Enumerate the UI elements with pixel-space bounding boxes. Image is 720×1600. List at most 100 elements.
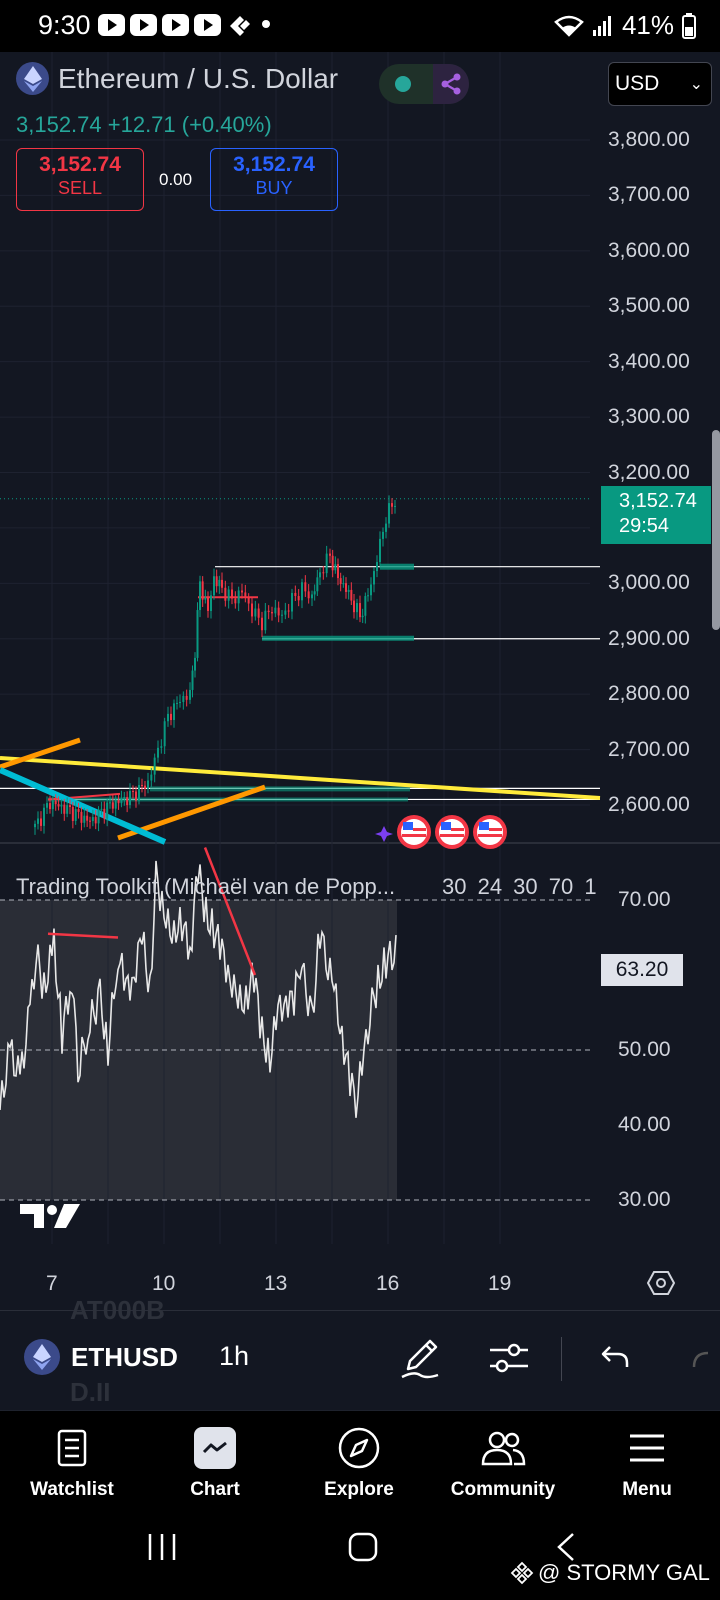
price-scale-scrollbar[interactable] [712, 430, 720, 630]
candle-body [173, 703, 175, 721]
signal-icon [592, 15, 611, 36]
chart-grid [0, 52, 720, 1244]
wifi-icon [554, 15, 584, 37]
candle-body [160, 746, 163, 748]
zone-box [262, 635, 414, 641]
buy-button[interactable]: 3,152.74 BUY [210, 148, 338, 211]
candle-body [221, 579, 223, 588]
community-icon [481, 1431, 526, 1466]
candle-body [182, 695, 185, 703]
candle-series [34, 495, 396, 835]
symbol-search-button[interactable]: ETHUSD [24, 1339, 178, 1375]
binance-logo-icon [510, 1561, 534, 1585]
nav-chart[interactable]: Chart [150, 1425, 280, 1501]
candle-body [46, 803, 48, 808]
candle-body [141, 784, 143, 786]
sell-button[interactable]: 3,152.74 SELL [16, 148, 144, 211]
candle-body [83, 815, 86, 823]
youtube-icon [162, 14, 189, 36]
system-navigation [0, 1510, 720, 1600]
candle-body [311, 594, 313, 599]
candle-body [247, 597, 250, 604]
candle-body [394, 505, 396, 507]
candle-body [291, 592, 293, 612]
currency-select[interactable]: USD ⌄ [608, 62, 712, 106]
candle-body [215, 576, 218, 587]
price-tick-label: 3,400.00 [608, 349, 690, 373]
candle-body [376, 562, 378, 572]
price-pane-bg [0, 52, 590, 842]
candle-body [43, 807, 45, 826]
undo-icon[interactable] [600, 1343, 630, 1369]
draw-pencil-icon[interactable] [400, 1335, 440, 1381]
candle-body [244, 592, 247, 598]
compass-icon [338, 1427, 380, 1469]
zone-box [150, 786, 410, 792]
interval-button[interactable]: 1h [219, 1341, 250, 1371]
nav-explore[interactable]: Explore [294, 1425, 424, 1501]
candle-body [71, 807, 74, 821]
price-tick-label: 3,200.00 [608, 460, 690, 484]
symbol-header[interactable]: Ethereum / U.S. Dollar [16, 62, 338, 95]
candle-body [179, 702, 181, 704]
market-open-icon [395, 76, 411, 92]
back-icon[interactable] [556, 1532, 576, 1562]
candle-body [144, 785, 146, 789]
candle-body [57, 804, 60, 807]
price-tick-label: 3,600.00 [608, 238, 690, 262]
candle-body [342, 583, 345, 585]
bottom-nav: Watchlist Chart Explore Community [0, 1410, 720, 1510]
redo-icon[interactable] [692, 1347, 720, 1369]
share-icon[interactable] [433, 64, 469, 104]
price-chart[interactable] [0, 0, 720, 1310]
youtube-icon [194, 14, 221, 36]
candle-body [337, 564, 339, 579]
nav-menu[interactable]: Menu [582, 1425, 712, 1501]
candle-body [170, 713, 172, 721]
indicator-title[interactable]: Trading Toolkit (Michaël van de Popp... [16, 874, 396, 899]
nav-watchlist-label: Watchlist [30, 1479, 114, 1500]
indicator-params: 30 24 30 70 1 [442, 874, 597, 899]
candle-body [254, 608, 257, 617]
time-tick-label: 7 [46, 1272, 58, 1295]
spread-value: 0.00 [159, 170, 193, 189]
recent-apps-icon[interactable] [147, 1532, 177, 1562]
youtube-icon [98, 14, 125, 36]
candle-body [51, 800, 54, 810]
ethereum-logo-icon [16, 62, 49, 95]
nav-community-label: Community [450, 1479, 556, 1500]
nav-chart-label: Chart [190, 1479, 240, 1500]
candle-body [391, 503, 393, 507]
nav-community[interactable]: Community [438, 1425, 568, 1501]
market-status-pill[interactable] [379, 64, 469, 104]
background-text: AT000B [70, 1295, 165, 1325]
candle-body [364, 596, 367, 616]
candle-body [379, 538, 381, 563]
more-notifications-icon [262, 20, 270, 28]
youtube-icon [130, 14, 157, 36]
bar-countdown: 29:54 [619, 515, 670, 537]
candle-body [281, 614, 283, 616]
time-tick-label: 19 [488, 1272, 512, 1295]
candle-body [345, 583, 347, 592]
price-tick-label: 2,600.00 [608, 793, 690, 816]
watermark-text: @ STORMY GAL [538, 1560, 710, 1585]
candle-body [359, 603, 361, 618]
toolbar-divider [561, 1337, 562, 1381]
candle-body [60, 804, 63, 807]
candle-body [227, 589, 230, 601]
chart-settings-icon[interactable] [647, 1270, 675, 1296]
watermark: @ STORMY GAL [510, 1560, 710, 1586]
candle-body [313, 591, 316, 595]
nav-watchlist[interactable]: Watchlist [7, 1425, 137, 1501]
last-price-value: 3,152.74 [619, 490, 697, 512]
home-icon[interactable] [348, 1532, 378, 1562]
candle-body [117, 800, 120, 804]
economic-events[interactable] [374, 812, 514, 852]
candle-body [347, 589, 350, 592]
time-tick-label: 10 [152, 1272, 176, 1295]
status-bar: 9:30 41% [0, 0, 720, 52]
chart-toolbar: AT000B D.II ETHUSD 1h [0, 1295, 720, 1407]
indicators-sliders-icon[interactable] [488, 1341, 530, 1375]
sell-price: 3,152.74 [39, 153, 121, 176]
